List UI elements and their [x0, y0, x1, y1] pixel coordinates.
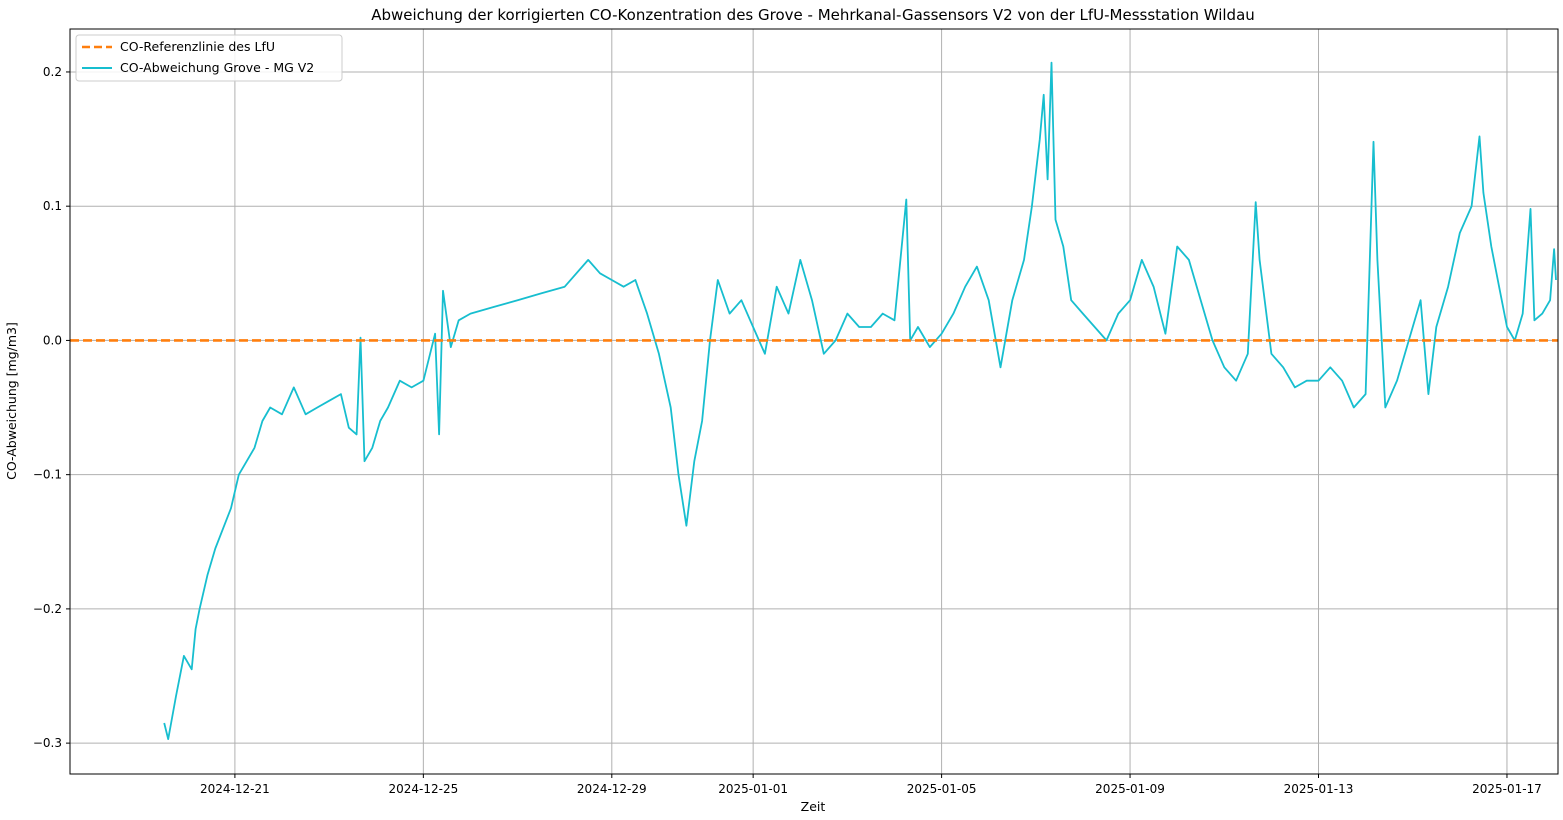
x-tick-label: 2024-12-21 [200, 782, 270, 796]
y-tick-label: −0.1 [33, 468, 62, 482]
x-tick-label: 2025-01-01 [718, 782, 788, 796]
x-axis-ticks: 2024-12-21 2024-12-25 2024-12-29 2025-01-01… [200, 774, 1542, 796]
y-tick-label: −0.3 [33, 736, 62, 750]
plot-frame [69, 28, 1559, 775]
x-tick-label: 2025-01-09 [1095, 782, 1165, 796]
y-tick-label: 0.2 [43, 65, 62, 79]
legend: CO-Referenzlinie des LfU CO-Abweichung G… [75, 34, 343, 82]
x-tick-label: 2025-01-05 [907, 782, 977, 796]
legend-label-deviation: CO-Abweichung Grove - MG V2 [120, 60, 314, 75]
plot-series [70, 61, 1558, 740]
x-axis-label: Zeit [801, 799, 826, 814]
legend-box [75, 34, 343, 82]
y-tick-label: −0.2 [33, 602, 62, 616]
x-tick-label: 2024-12-25 [388, 782, 458, 796]
x-tick-label: 2025-01-13 [1284, 782, 1354, 796]
x-tick-label: 2025-01-17 [1472, 782, 1542, 796]
y-tick-label: 0.1 [43, 199, 62, 213]
grid [70, 29, 1558, 774]
y-axis-ticks: −0.3 −0.2 −0.1 0.0 0.1 0.2 [33, 65, 70, 750]
chart-title: Abweichung der korrigierten CO-Konzentra… [371, 6, 1255, 24]
x-tick-label: 2024-12-29 [577, 782, 647, 796]
y-tick-label: 0.0 [43, 333, 62, 347]
legend-label-reference: CO-Referenzlinie des LfU [120, 39, 275, 54]
y-axis-label: CO-Abweichung [mg/m3] [4, 322, 19, 480]
series-line-deviation [163, 61, 1557, 740]
